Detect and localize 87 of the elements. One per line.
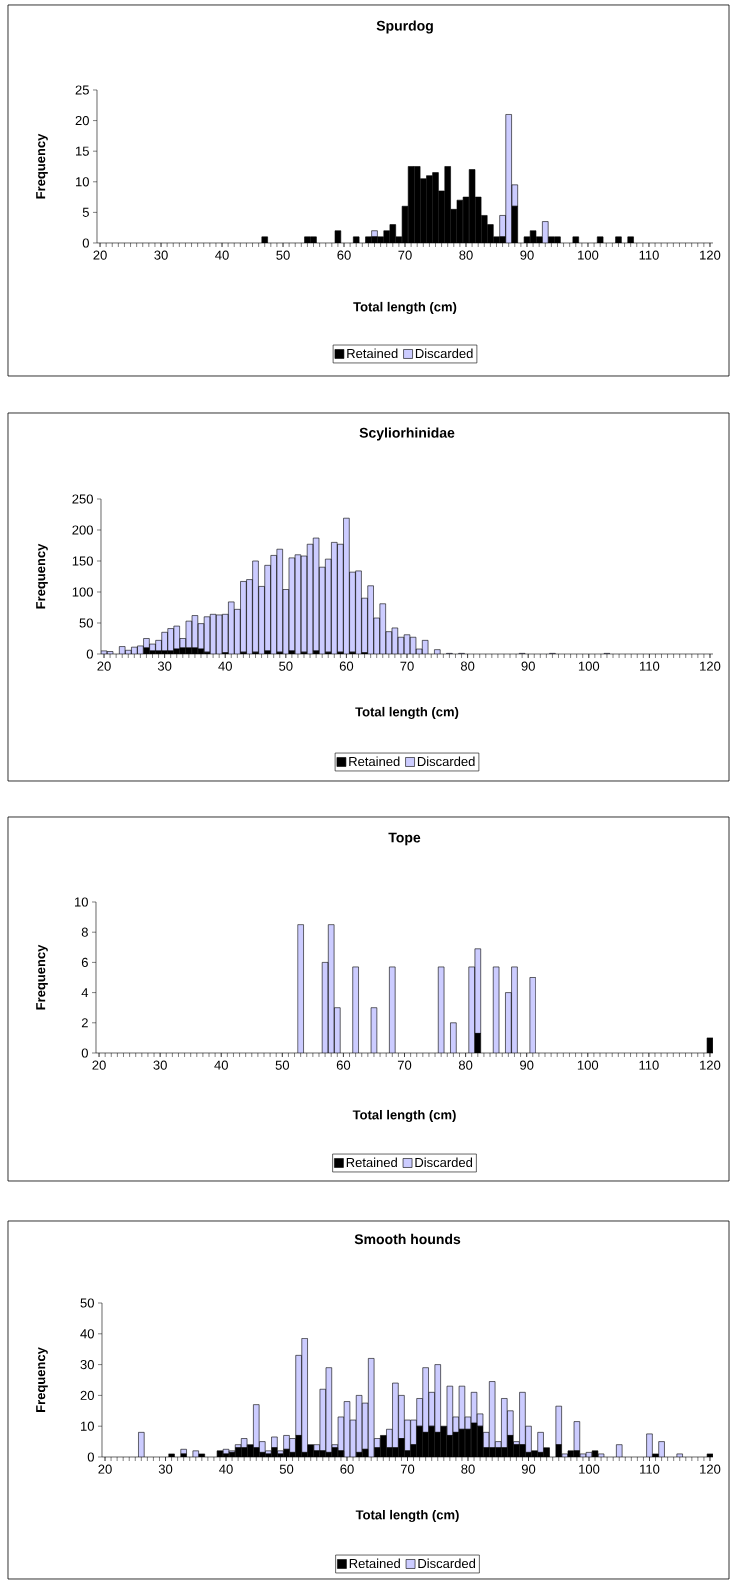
x-tick-label: 80 — [461, 1464, 475, 1474]
x-tick-label: 50 — [279, 661, 293, 671]
x-tick-label: 70 — [400, 661, 414, 671]
x-tick-label: 80 — [459, 250, 473, 260]
y-tick-label: 25 — [75, 85, 89, 95]
x-tick-label: 120 — [700, 661, 721, 671]
x-tick-label: 40 — [215, 250, 229, 260]
x-tick-label: 40 — [214, 1060, 228, 1070]
x-tick-label: 110 — [640, 661, 660, 671]
y-tick-label: 20 — [80, 1390, 94, 1400]
x-tick-label: 50 — [275, 1060, 290, 1070]
legend-label: Retained — [349, 1558, 400, 1569]
y-tick-label: 50 — [80, 1298, 94, 1308]
x-tick-label: 60 — [337, 250, 351, 260]
x-tick-label: 120 — [700, 1464, 721, 1474]
x-tick-label: 60 — [340, 1464, 354, 1474]
y-axis-title: Frequency — [36, 133, 48, 199]
y-tick-label: 2 — [81, 1018, 88, 1028]
legend-label: Retained — [347, 348, 398, 359]
x-tick-label: 110 — [640, 1464, 660, 1474]
x-tick-label: 70 — [398, 250, 412, 260]
y-tick-label: 150 — [72, 556, 93, 566]
y-tick-label: 0 — [86, 649, 93, 659]
x-tick-label: 40 — [218, 661, 232, 671]
x-tick-label: 100 — [577, 1060, 599, 1070]
y-axis-title: Frequency — [36, 1347, 48, 1413]
y-tick-label: 6 — [81, 957, 88, 967]
x-tick-label: 90 — [520, 250, 534, 260]
y-axis-title: Frequency — [36, 944, 48, 1010]
x-tick-label: 30 — [158, 1464, 173, 1474]
x-tick-label: 110 — [639, 250, 659, 260]
x-tick-label: 20 — [97, 661, 111, 671]
x-tick-label: 120 — [700, 250, 721, 260]
y-tick-label: 0 — [81, 1048, 88, 1058]
legend-label: Discarded — [415, 1157, 473, 1168]
y-tick-label: 10 — [76, 177, 89, 187]
x-tick-label: 50 — [276, 250, 290, 260]
x-tick-label: 20 — [98, 1464, 112, 1474]
legend-label: Discarded — [415, 348, 473, 359]
y-tick-label: 4 — [81, 988, 89, 998]
y-tick-label: 5 — [82, 207, 89, 217]
x-tick-label: 70 — [397, 1060, 412, 1070]
y-tick-label: 50 — [79, 618, 93, 628]
y-tick-label: 15 — [76, 146, 89, 156]
x-tick-label: 90 — [521, 1464, 536, 1474]
x-axis-title: Total length (cm) — [355, 1509, 459, 1523]
y-tick-label: 10 — [75, 897, 88, 907]
legend-label: Retained — [346, 1157, 397, 1168]
x-axis-title: Total length (cm) — [352, 1109, 456, 1123]
chart-title: Scyliorhinidae — [359, 427, 455, 441]
x-tick-label: 90 — [520, 1060, 534, 1070]
x-tick-label: 120 — [700, 1060, 721, 1070]
y-tick-label: 100 — [72, 587, 93, 597]
x-tick-label: 90 — [521, 661, 535, 671]
y-tick-label: 8 — [81, 927, 88, 937]
x-tick-label: 40 — [219, 1464, 233, 1474]
chart-title: Spurdog — [376, 20, 433, 34]
x-tick-label: 20 — [93, 250, 107, 260]
chart-title: Smooth hounds — [354, 1233, 461, 1245]
x-tick-label: 80 — [460, 661, 475, 671]
x-tick-label: 80 — [458, 1060, 473, 1070]
x-tick-label: 30 — [154, 250, 168, 260]
legend-label: Discarded — [418, 1558, 476, 1569]
y-axis-title: Frequency — [36, 543, 48, 609]
x-axis-title: Total length (cm) — [353, 301, 457, 315]
x-axis-title: Total length (cm) — [355, 706, 459, 720]
x-tick-label: 100 — [578, 250, 599, 260]
x-tick-label: 60 — [336, 1060, 351, 1070]
chart-title: Tope — [388, 832, 421, 846]
x-tick-label: 100 — [579, 1464, 600, 1474]
y-tick-label: 10 — [80, 1421, 94, 1431]
x-tick-label: 100 — [578, 661, 600, 671]
y-tick-label: 20 — [75, 115, 89, 126]
y-tick-label: 40 — [80, 1329, 94, 1339]
x-tick-label: 60 — [339, 661, 354, 671]
x-tick-label: 30 — [157, 661, 172, 671]
y-tick-label: 0 — [87, 1452, 94, 1462]
y-tick-label: 30 — [80, 1359, 94, 1370]
x-tick-label: 50 — [279, 1464, 294, 1474]
x-tick-label: 110 — [639, 1060, 659, 1070]
x-tick-label: 30 — [153, 1060, 167, 1070]
y-tick-label: 0 — [82, 238, 89, 248]
y-tick-label: 200 — [72, 525, 93, 535]
legend-label: Discarded — [417, 756, 475, 767]
x-tick-label: 70 — [400, 1464, 415, 1474]
legend-label: Retained — [349, 756, 400, 767]
y-tick-label: 250 — [72, 494, 93, 504]
